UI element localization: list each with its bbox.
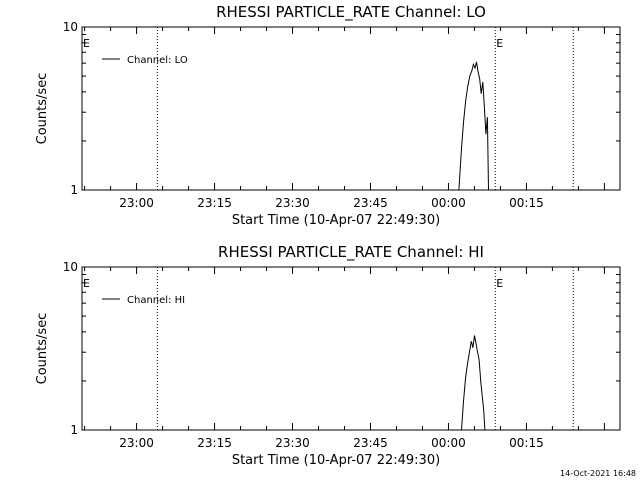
x-axis-label: Start Time (10-Apr-07 22:49:30) (232, 213, 440, 228)
x-tick-label: 00:00 (431, 436, 466, 450)
legend-label: Channel: HI (127, 295, 185, 306)
x-tick-label: 23:00 (119, 436, 154, 450)
y-tick-label: 1 (70, 183, 78, 197)
event-marker-label: E (496, 37, 503, 50)
event-marker-label: E (83, 37, 90, 50)
x-tick-label: 23:15 (197, 196, 232, 210)
y-tick-label: 10 (63, 260, 78, 274)
x-tick-label: 23:00 (119, 196, 154, 210)
chart-title: RHESSI PARTICLE_RATE Channel: HI (218, 243, 484, 262)
x-tick-label: 23:30 (275, 436, 310, 450)
plot-frame (81, 26, 621, 191)
legend-label: Channel: LO (127, 55, 188, 66)
series-line (461, 335, 486, 431)
event-marker-label: E (83, 277, 90, 290)
chart-title: RHESSI PARTICLE_RATE Channel: LO (216, 3, 486, 22)
y-axis-label: Counts/sec (35, 313, 50, 385)
x-tick-label: 23:30 (275, 196, 310, 210)
y-tick-label: 1 (70, 423, 78, 437)
y-axis-label: Counts/sec (35, 73, 50, 145)
x-tick-label: 23:45 (353, 196, 388, 210)
x-tick-label: 23:15 (197, 436, 232, 450)
event-marker-label: E (496, 277, 503, 290)
series-line (458, 61, 489, 191)
x-tick-label: 23:45 (353, 436, 388, 450)
footer-timestamp: 14-Oct-2021 16:48 (560, 469, 636, 478)
y-tick-label: 10 (63, 20, 78, 34)
x-axis-label: Start Time (10-Apr-07 22:49:30) (232, 453, 440, 468)
x-tick-label: 00:00 (431, 196, 466, 210)
plot-frame (81, 266, 621, 431)
chart-panel-1: RHESSI PARTICLE_RATE Channel: LO 23:00 23:… (35, 3, 621, 228)
x-tick-label: 00:15 (509, 196, 544, 210)
chart-panel-2: RHESSI PARTICLE_RATE Channel: HI 23:00 23:… (35, 243, 621, 468)
x-tick-label: 00:15 (509, 436, 544, 450)
